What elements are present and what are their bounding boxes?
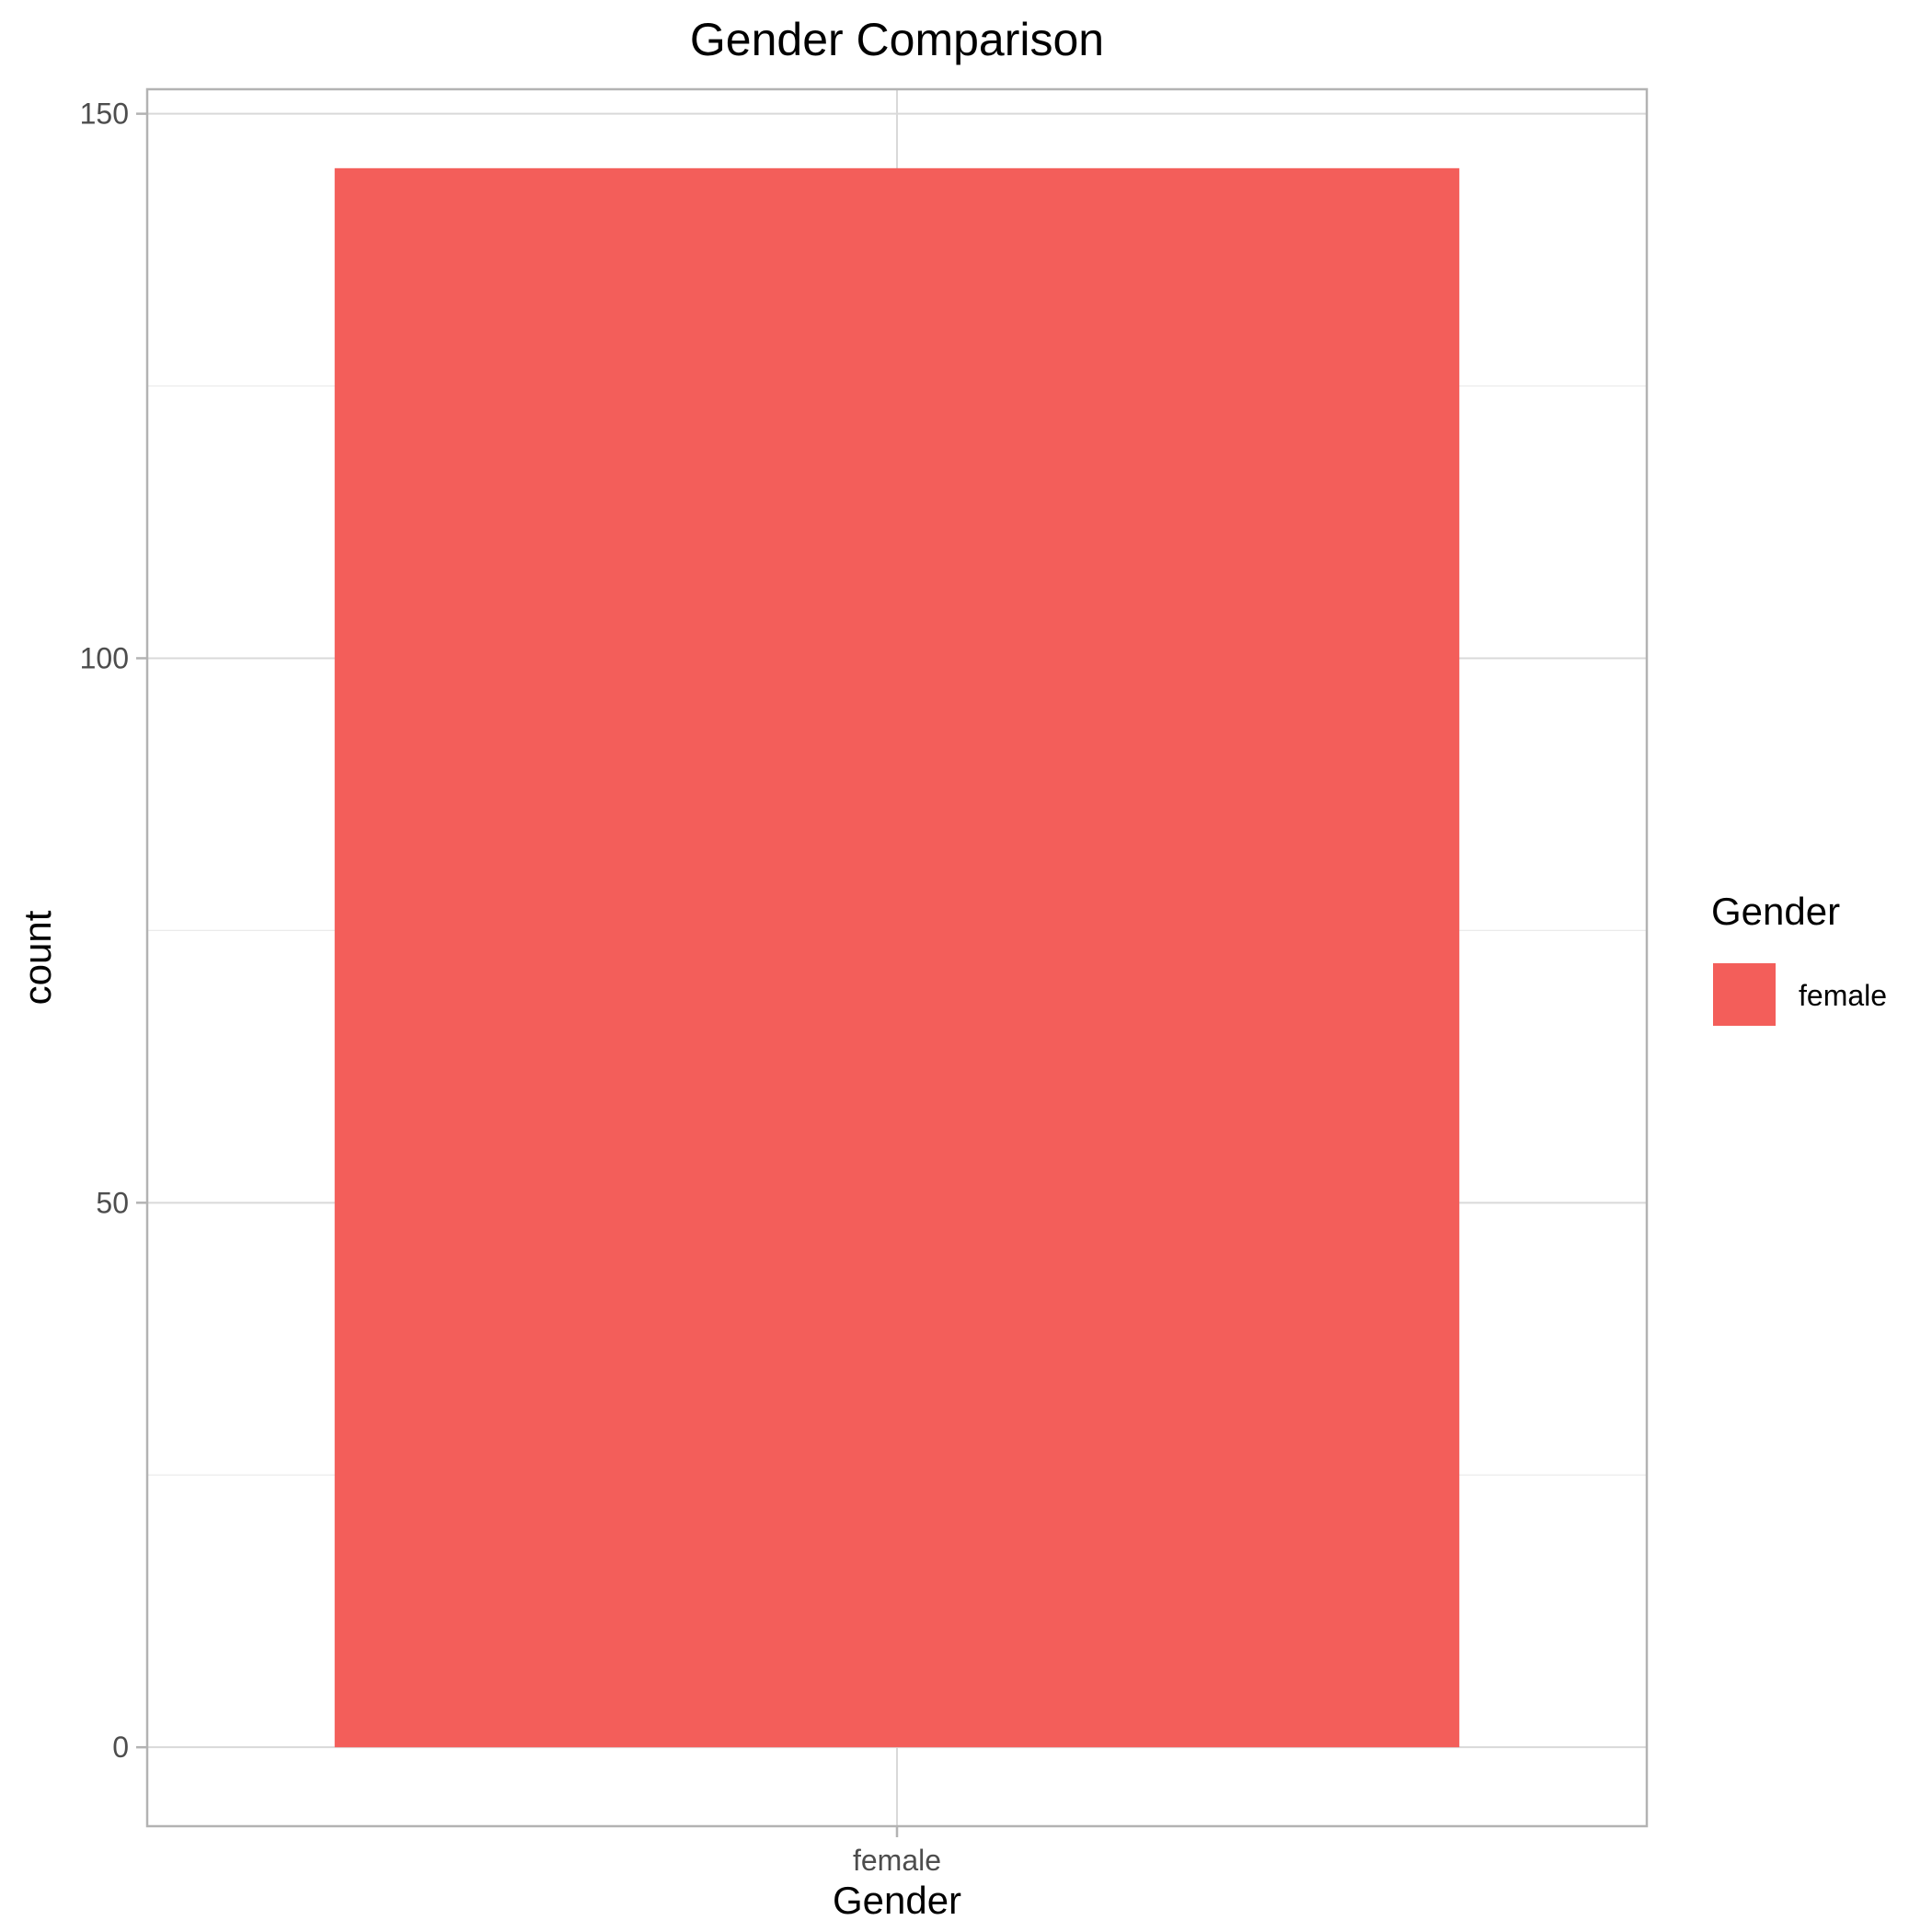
bar-female [334, 167, 1460, 1748]
legend-key-female [1713, 963, 1776, 1026]
y-tick-label: 0 [112, 1731, 129, 1764]
y-axis-title: count [16, 910, 59, 1005]
x-axis-title: Gender [833, 1879, 961, 1922]
legend-entries: female [1713, 963, 1887, 1026]
legend-title: Gender [1711, 890, 1840, 933]
legend-label: female [1799, 979, 1887, 1012]
y-tick-label: 100 [80, 641, 129, 674]
y-tick-label: 150 [80, 98, 129, 131]
plot-panel [145, 87, 1649, 1828]
bars [334, 167, 1460, 1748]
y-tick-label: 50 [96, 1186, 129, 1219]
y-axis: 0 50 100 150 [80, 98, 147, 1764]
legend: Gender female [1711, 890, 1887, 1026]
x-axis: female [853, 1826, 941, 1877]
chart-title: Gender Comparison [690, 14, 1104, 65]
x-tick-label: female [853, 1844, 941, 1877]
